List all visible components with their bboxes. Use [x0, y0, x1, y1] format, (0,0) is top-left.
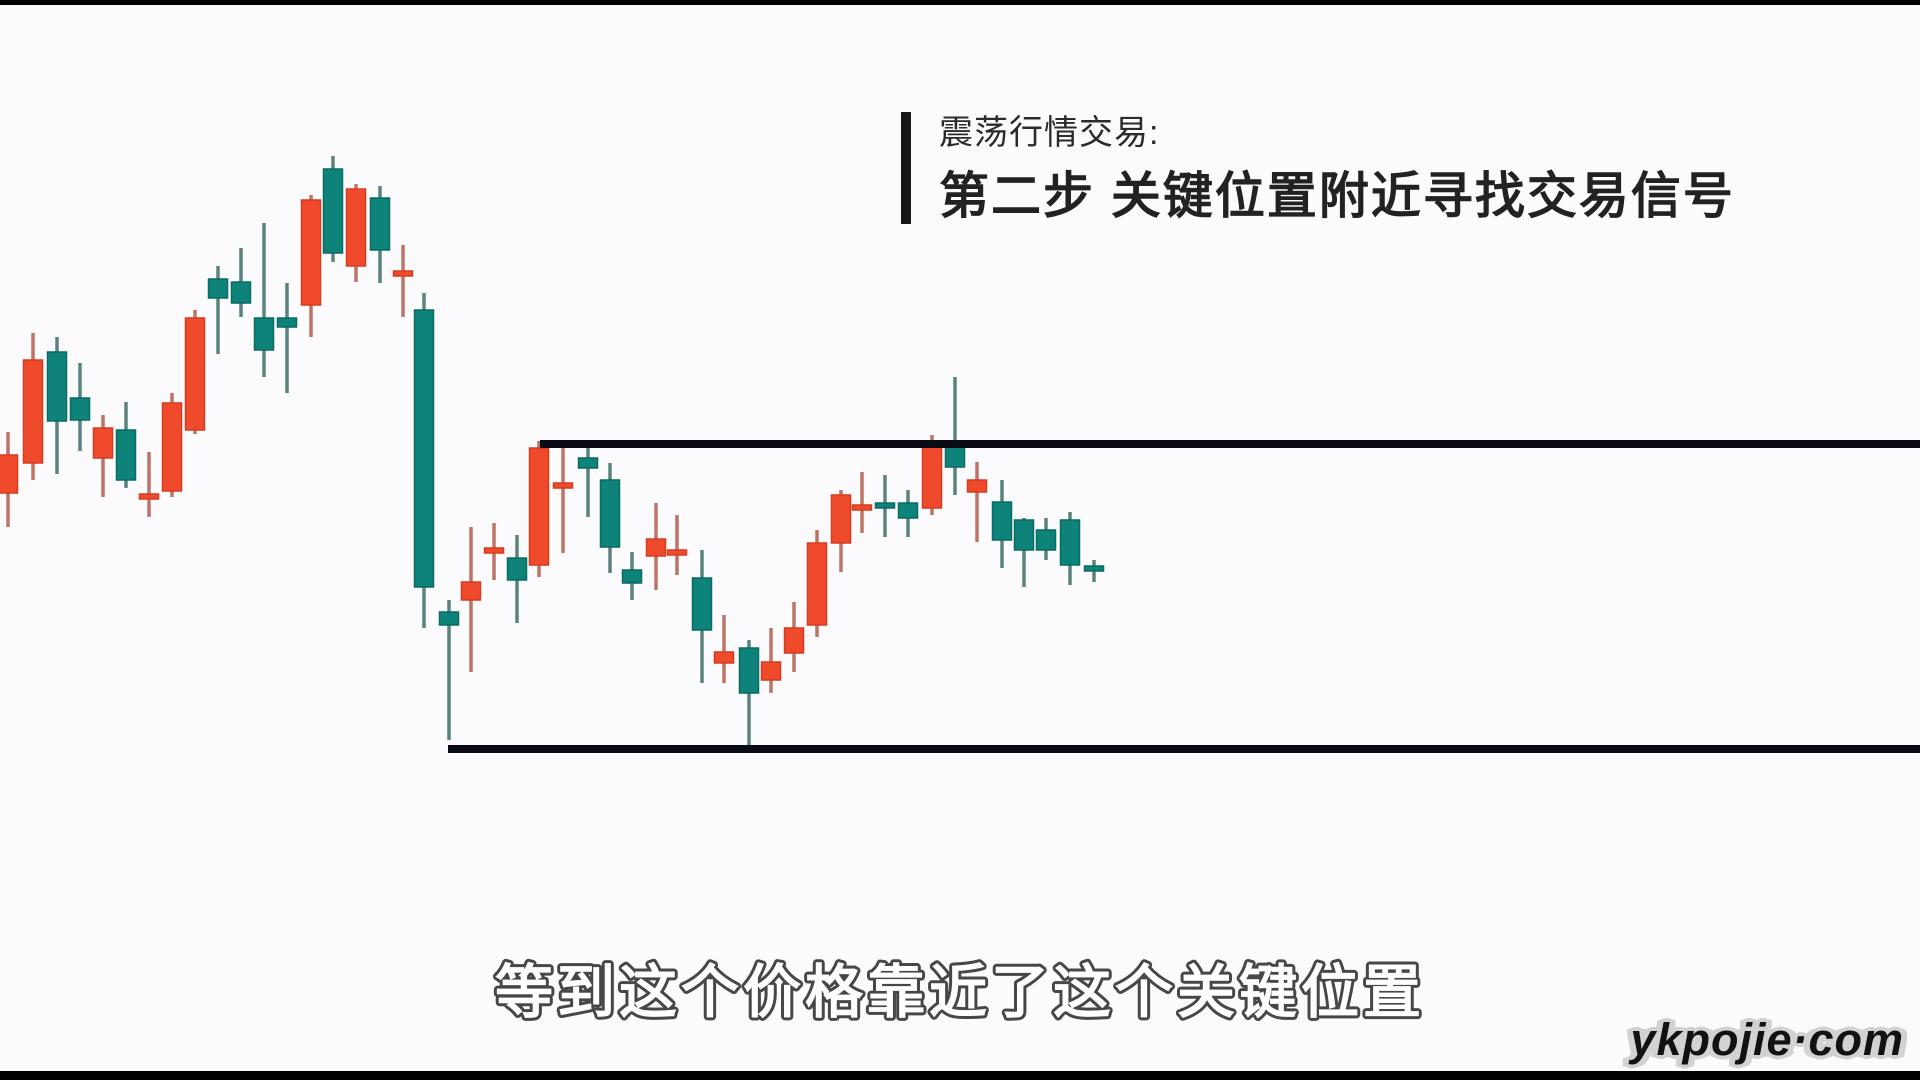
candle-body — [738, 647, 760, 694]
top-letterbox-bar — [0, 0, 1920, 5]
candle-body — [1059, 519, 1081, 566]
candle-body — [161, 402, 183, 492]
candle-body — [552, 482, 574, 489]
candle-body — [184, 317, 206, 431]
candle-body — [666, 549, 688, 556]
candle-body — [1035, 529, 1057, 551]
candle-body — [413, 309, 435, 588]
title-block: 震荡行情交易: 第二步 关键位置附近寻找交易信号 — [901, 112, 1735, 224]
candle-body — [345, 188, 367, 267]
candle-body — [897, 502, 919, 519]
candle-body — [115, 429, 137, 481]
candle-body — [230, 281, 252, 304]
candle-body — [599, 479, 621, 548]
candle-body — [991, 501, 1013, 541]
candle-body — [621, 569, 643, 584]
candle-body — [460, 581, 482, 601]
candle-body — [830, 494, 852, 544]
bottom-letterbox-bar — [0, 1071, 1920, 1080]
candle-body — [783, 627, 805, 654]
candle-body — [577, 457, 599, 469]
candle-body — [645, 538, 667, 557]
candle-body — [0, 454, 19, 494]
candle-body — [300, 199, 322, 306]
candle-body — [806, 542, 828, 626]
candle-body — [207, 278, 229, 299]
candle-body — [483, 547, 505, 554]
candle-body — [1013, 519, 1035, 551]
candle-body — [22, 359, 44, 464]
candle-body — [322, 168, 344, 254]
candle-body — [392, 270, 414, 277]
resistance-level-line — [540, 440, 1920, 448]
candle-body — [253, 317, 275, 351]
subtitle-container: 等到这个价格靠近了这个关键位置 — [492, 957, 1425, 1028]
candle-body — [944, 444, 966, 468]
candle-body — [276, 317, 298, 328]
candle-body — [874, 502, 896, 509]
candle-body — [921, 444, 943, 509]
title-accent-bar — [901, 112, 911, 224]
candle-body — [506, 557, 528, 581]
candle-body — [713, 651, 735, 664]
title-line-1: 震荡行情交易: — [939, 114, 1160, 152]
candle-body — [369, 197, 391, 251]
watermark: ykpojie·com — [1630, 1014, 1904, 1065]
candle-body — [691, 577, 713, 631]
candle-body — [1083, 565, 1105, 572]
title-line-2: 第二步 关键位置附近寻找交易信号 — [939, 168, 1735, 224]
candle-body — [528, 447, 550, 566]
support-level-line — [448, 745, 1920, 753]
candle-body — [138, 493, 160, 500]
candle-body — [92, 427, 114, 459]
candle-body — [966, 479, 988, 493]
candle-body — [760, 661, 782, 681]
candle-body — [438, 611, 460, 626]
candle-body — [851, 504, 873, 511]
candle-body — [69, 397, 91, 421]
subtitle-text: 等到这个价格靠近了这个关键位置 — [495, 960, 1425, 1025]
candle-body — [46, 351, 68, 422]
